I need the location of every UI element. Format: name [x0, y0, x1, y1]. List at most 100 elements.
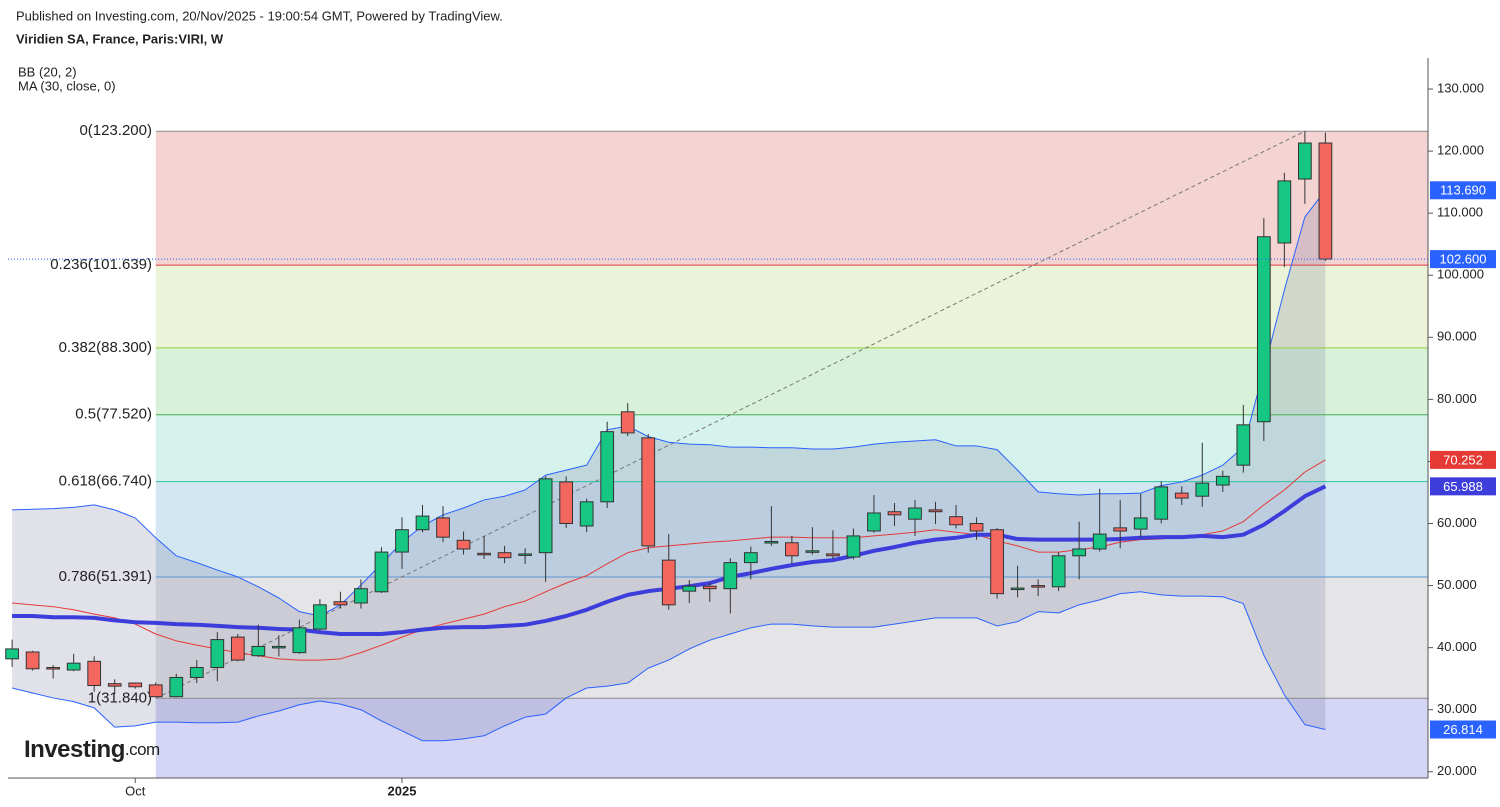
y-tick-label: 20.000: [1437, 763, 1477, 778]
price-tag: [1430, 250, 1496, 269]
candle-body: [826, 553, 840, 557]
price-tag-label: 65.988: [1443, 479, 1483, 494]
price-tag: [1430, 181, 1496, 200]
candle-body: [1174, 492, 1189, 499]
symbol-title: Viridien SA, France, Paris:VIRI, W: [16, 31, 224, 46]
indicator-label: MA (30, close, 0): [18, 78, 116, 93]
candle-body: [538, 478, 553, 554]
candle-body: [1031, 585, 1045, 588]
fib-label: 0.5(77.520): [75, 406, 152, 423]
axis-mask: [1429, 0, 1500, 807]
price-tag-label: 26.814: [1443, 722, 1483, 737]
fib-label: 1(31.840): [88, 689, 152, 706]
y-tick-label: 130.000: [1437, 80, 1484, 95]
fib-label: 0.618(66.740): [59, 473, 152, 490]
candle-body: [1154, 486, 1169, 520]
candle-body: [272, 645, 286, 649]
candle-body: [374, 551, 389, 593]
fib-label: 0(123.200): [79, 122, 152, 139]
candle-body: [641, 437, 656, 547]
candle-body: [1010, 587, 1025, 591]
y-tick-label: 120.000: [1437, 143, 1484, 158]
candle-body: [518, 553, 532, 556]
candle-body: [148, 684, 163, 698]
candle-body: [1072, 548, 1087, 557]
candle-body: [764, 541, 779, 544]
candle-body: [46, 667, 61, 670]
y-tick-label: 110.000: [1437, 205, 1483, 220]
candle-body: [1277, 180, 1292, 244]
candle-body: [189, 667, 204, 678]
price-tag: [1430, 450, 1496, 469]
candle-body: [87, 660, 102, 687]
candle-body: [456, 539, 471, 550]
candle-body: [846, 535, 861, 558]
y-tick-label: 30.000: [1437, 701, 1477, 716]
candle-body: [292, 627, 307, 654]
candle-body: [620, 411, 635, 434]
fib-zone: [155, 698, 1429, 778]
candle-body: [436, 517, 450, 538]
fib-label: 0.786(51.391): [59, 568, 152, 585]
candle-body: [497, 552, 512, 559]
candle-body: [1113, 527, 1128, 532]
indicator-label: BB (20, 2): [18, 64, 77, 79]
fib-label: 0.382(88.300): [59, 339, 152, 356]
y-tick-label: 40.000: [1437, 639, 1477, 654]
candle-body: [928, 509, 943, 513]
candle-body: [107, 683, 122, 687]
candle-body: [1318, 142, 1333, 260]
candle-body: [805, 550, 820, 553]
fib-zone: [155, 265, 1429, 348]
candle-body: [354, 588, 368, 604]
candle-body: [169, 676, 184, 698]
candle-body: [1298, 142, 1312, 180]
published-note: Published on Investing.com, 20/Nov/2025 …: [16, 8, 503, 23]
candle-body: [333, 601, 348, 606]
candle-body: [1256, 236, 1271, 423]
candle-body: [313, 604, 327, 630]
logo-suffix: .com: [125, 740, 160, 759]
candle-body: [1236, 424, 1251, 466]
candle-body: [128, 682, 143, 688]
y-tick-label: 100.000: [1437, 267, 1484, 282]
candle-body: [5, 648, 19, 660]
x-tick-label: Oct: [125, 783, 146, 798]
y-tick-label: 80.000: [1437, 391, 1477, 406]
indicator-line: [11, 591, 1326, 742]
candle-body: [867, 512, 881, 532]
candle-body: [887, 511, 902, 516]
candle-body: [785, 542, 799, 557]
candle-body: [682, 585, 697, 592]
y-tick-label: 90.000: [1437, 329, 1477, 344]
x-tick-label: 2025: [388, 783, 417, 798]
logo: Investing.com: [24, 736, 160, 763]
candle-body: [949, 516, 963, 526]
candle-body: [559, 481, 574, 525]
bb-fill: [12, 190, 1326, 741]
candle-body: [1215, 475, 1230, 486]
candle-body: [908, 507, 922, 520]
candle-body: [600, 431, 615, 503]
y-tick-label: 60.000: [1437, 515, 1477, 530]
price-tag-label: 113.690: [1440, 183, 1486, 198]
logo-brand: Investing: [24, 736, 125, 763]
candle-body: [990, 529, 1004, 595]
price-tag-label: 70.252: [1443, 452, 1483, 467]
price-tag: [1430, 720, 1496, 739]
candle-body: [723, 562, 738, 590]
price-tag: [1430, 477, 1496, 496]
candle-body: [1133, 517, 1148, 530]
candle-body: [661, 559, 676, 606]
candle-body: [251, 645, 266, 657]
fib-label: 0.236(101.639): [50, 256, 152, 273]
candle-body: [395, 529, 409, 553]
fib-zone: [155, 347, 1429, 415]
candle-body: [25, 651, 40, 670]
candle-body: [969, 523, 984, 532]
indicator-line: [12, 189, 1326, 617]
candle-body: [210, 639, 225, 669]
price-tag-label: 102.600: [1440, 252, 1487, 267]
candle-body: [477, 552, 491, 556]
